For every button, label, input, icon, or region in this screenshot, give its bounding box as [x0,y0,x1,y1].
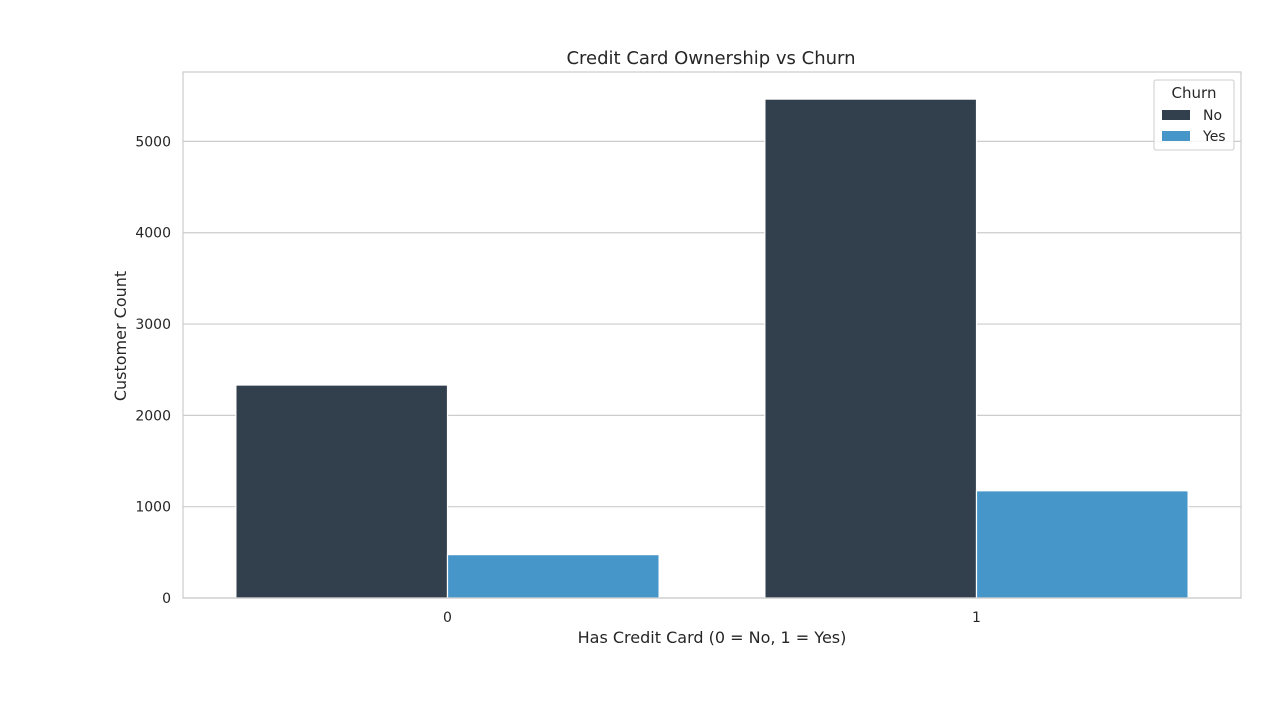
y-tick-label: 5000 [135,134,171,150]
bar-no-0 [235,384,449,599]
chart-title: Credit Card Ownership vs Churn [566,48,855,69]
bar-yes-1 [975,490,1189,599]
y-axis-ticks: 0 1000 2000 3000 4000 5000 [135,134,171,607]
x-tick-label: 0 [443,610,452,626]
legend-swatch-no [1162,110,1190,120]
y-axis-label: Customer Count [111,271,130,401]
y-tick-label: 4000 [135,226,171,242]
legend-label-yes: Yes [1202,129,1226,145]
bars [235,98,1189,599]
plot-frame [182,71,1242,599]
y-tick-label: 2000 [135,408,171,424]
y-tick-label: 1000 [135,500,171,516]
y-tick-label: 0 [162,591,171,607]
x-tick-label: 1 [972,610,981,626]
legend-label-no: No [1203,108,1222,124]
legend: Churn No Yes [1153,79,1235,151]
bar-yes-0 [446,554,660,599]
y-tick-label: 3000 [135,317,171,333]
bar-no-1 [764,98,978,599]
legend-title: Churn [1172,84,1217,102]
legend-swatch-yes [1162,131,1190,141]
x-axis-label: Has Credit Card (0 = No, 1 = Yes) [578,628,847,647]
